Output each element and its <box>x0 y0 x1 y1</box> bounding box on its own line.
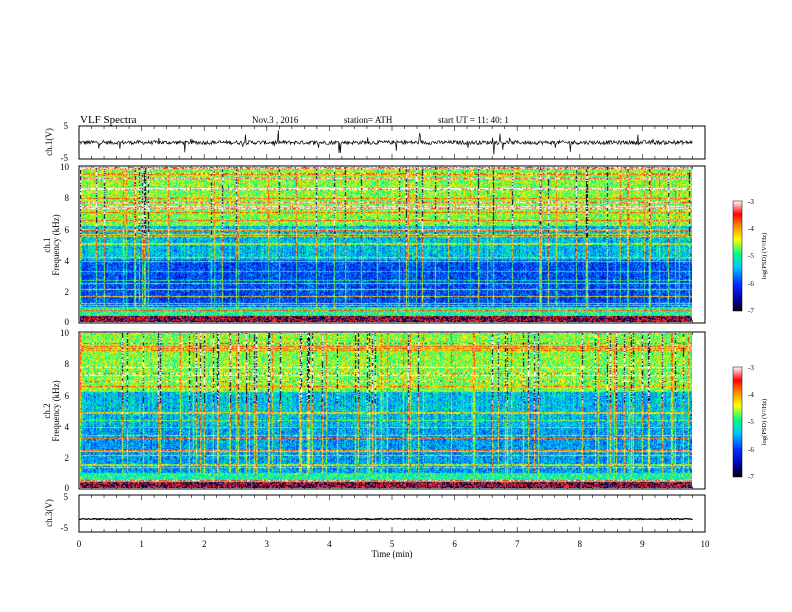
ch2-cb-tick-m7: -7 <box>748 473 754 481</box>
x-tick-label-6: 6 <box>452 539 457 549</box>
ch2-spec-ylabel: Frequency (kHz) <box>51 380 61 441</box>
ch1-ytick-6: 6 <box>65 225 70 235</box>
x-tick-label-7: 7 <box>515 539 520 549</box>
ch3-waveform-panel: 5 -5 ch.3(V) <box>44 492 706 533</box>
ch2-colorbar: -3 -4 -5 -6 -7 log(PSD) (V²/Hz) <box>732 364 768 481</box>
ch1-ylabel: ch.1(V) <box>44 128 54 156</box>
ch1-colorbar-label: log(PSD) (V²/Hz) <box>761 233 768 280</box>
station-label: station= ATH <box>344 115 393 125</box>
x-tick-label-0: 0 <box>77 539 82 549</box>
x-tick-label-8: 8 <box>578 539 583 549</box>
ch1-ytick-4: 4 <box>65 256 70 266</box>
figure-title: VLF Spectra <box>80 114 137 126</box>
ch1-cb-tick-m5: -5 <box>748 252 754 260</box>
x-tick-label-9: 9 <box>640 539 645 549</box>
ch3-ytick-bottom: -5 <box>61 523 69 533</box>
ch2-ytick-8: 8 <box>65 359 70 369</box>
ch1-spec-ylabel: Frequency (kHz) <box>51 214 61 275</box>
ch1-spec-channel-label: ch.1 <box>42 237 52 252</box>
x-tick-label-4: 4 <box>327 539 332 549</box>
ch2-spec-channel-label: ch.2 <box>42 403 52 418</box>
ch1-colorbar: -3 -4 -5 -6 -7 log(PSD) (V²/Hz) <box>732 198 768 315</box>
x-tick-label-2: 2 <box>202 539 207 549</box>
ch2-cb-tick-m5: -5 <box>748 418 754 426</box>
ch2-spectrogram-image <box>80 333 692 488</box>
x-tick-label-5: 5 <box>390 539 395 549</box>
ch3-ylabel: ch.3(V) <box>44 499 54 527</box>
ch1-ytick-8: 8 <box>65 193 70 203</box>
ch1-waveform-panel: 5 -5 ch.1(V) <box>44 121 706 163</box>
ch1-spectrogram-image <box>80 167 692 322</box>
ch1-colorbar-gradient <box>732 200 743 312</box>
ch2-cb-tick-m3: -3 <box>748 364 754 372</box>
ch2-ytick-4: 4 <box>65 422 70 432</box>
ch2-ytick-0: 0 <box>65 483 70 493</box>
ch1-cb-tick-m3: -3 <box>748 198 754 206</box>
x-tick-label-1: 1 <box>139 539 144 549</box>
ch1-cb-tick-m6: -6 <box>748 280 754 288</box>
ch2-colorbar-gradient <box>732 366 743 478</box>
ch2-cb-tick-m6: -6 <box>748 446 754 454</box>
x-tick-label-3: 3 <box>265 539 270 549</box>
ch2-colorbar-label: log(PSD) (V²/Hz) <box>761 399 768 446</box>
ch1-ytick-10: 10 <box>60 162 70 172</box>
ch1-cb-tick-m4: -4 <box>748 225 754 233</box>
ch2-ytick-2: 2 <box>65 453 70 463</box>
ch1-waveform-line <box>78 130 693 155</box>
x-axis-label: Time (min) <box>372 549 413 559</box>
x-tick-label-10: 10 <box>701 539 711 549</box>
ch1-cb-tick-m7: -7 <box>748 307 754 315</box>
start-ut-label: start UT = 11: 40: 1 <box>438 115 509 125</box>
date-label: Nov.3 , 2016 <box>252 115 299 125</box>
ch3-waveform-frame <box>78 494 706 533</box>
ch2-cb-tick-m4: -4 <box>748 391 754 399</box>
ch1-ytick-0: 0 <box>65 317 70 327</box>
ch1-ytick-2: 2 <box>65 287 70 297</box>
ch3-ytick-top: 5 <box>64 492 69 502</box>
ch1-ytick-bottom: -5 <box>61 153 69 163</box>
ch2-ytick-10: 10 <box>60 328 70 338</box>
ch3-waveform-line <box>78 517 693 521</box>
ch2-ytick-6: 6 <box>65 391 70 401</box>
ch1-ytick-top: 5 <box>64 121 69 131</box>
